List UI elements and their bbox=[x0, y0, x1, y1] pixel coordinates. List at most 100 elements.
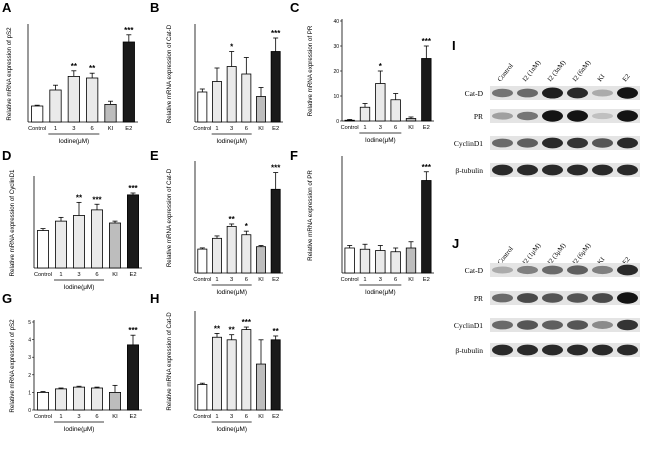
panel-letter: G bbox=[2, 291, 12, 306]
bar bbox=[241, 329, 252, 411]
significance-mark: *** bbox=[271, 164, 281, 173]
bar bbox=[405, 118, 417, 122]
bar bbox=[197, 384, 208, 411]
blot-band bbox=[492, 344, 513, 356]
x-tick-label: Control bbox=[341, 277, 359, 283]
chart-panel-f: F Relative mRNA expression of PR Control 1 3… bbox=[290, 148, 434, 296]
blot-band bbox=[567, 293, 588, 303]
blot-row-label: β-tubulin bbox=[455, 166, 483, 175]
bar bbox=[212, 81, 222, 123]
blot-row-label: Cat-D bbox=[465, 89, 484, 98]
blot-band bbox=[542, 344, 563, 356]
chart-panel-h: H Relative mRNA expression of Cat-D Contro… bbox=[150, 291, 283, 433]
significance-mark: *** bbox=[422, 163, 432, 172]
chart-panel-c: C Relative mRNA expression of PR 0 10 20 30 40… bbox=[290, 0, 434, 144]
blot-band bbox=[542, 137, 563, 149]
blot-band bbox=[492, 112, 513, 120]
lane-label: I2 (1nM) bbox=[522, 59, 543, 83]
blot-band bbox=[617, 264, 638, 276]
bar bbox=[127, 344, 139, 411]
y-tick-label: 1 bbox=[28, 390, 31, 396]
blot-band bbox=[567, 164, 588, 176]
significance-mark: ** bbox=[214, 324, 221, 333]
x-tick-label: 6 bbox=[91, 126, 94, 132]
bar bbox=[256, 96, 266, 123]
blot-band bbox=[517, 164, 538, 176]
significance-mark: *** bbox=[92, 195, 102, 204]
bar bbox=[226, 225, 237, 274]
x-tick-label: 3 bbox=[379, 277, 382, 283]
significance-mark: * bbox=[230, 43, 234, 52]
bar bbox=[421, 180, 432, 274]
bar bbox=[73, 215, 85, 269]
significance-mark: *** bbox=[271, 29, 281, 38]
bar bbox=[37, 391, 49, 411]
x-axis-label: Iodine(μM) bbox=[216, 289, 247, 296]
significance-mark: * bbox=[379, 62, 383, 71]
bar bbox=[86, 77, 99, 123]
x-axis-label: Iodine(μM) bbox=[365, 289, 396, 296]
x-tick-label: E2 bbox=[129, 414, 136, 420]
x-tick-label: KI bbox=[408, 277, 414, 283]
blot-band bbox=[542, 110, 563, 122]
y-tick-label: 30 bbox=[333, 44, 339, 50]
y-axis-label: Relative mRNA expression of pS2 bbox=[9, 319, 16, 413]
blot-band bbox=[592, 344, 613, 356]
panel-letter: J bbox=[452, 236, 459, 251]
significance-mark: ** bbox=[229, 215, 236, 224]
blot-row-label: CyclinD1 bbox=[454, 321, 483, 330]
x-tick-label: 3 bbox=[72, 126, 75, 132]
x-axis-label: Iodine(μM) bbox=[216, 426, 247, 433]
x-tick-label: KI bbox=[258, 414, 264, 420]
blot-band bbox=[592, 321, 613, 329]
x-tick-label: 1 bbox=[215, 277, 218, 283]
x-tick-label: 1 bbox=[363, 125, 366, 131]
blot-band bbox=[492, 164, 513, 176]
blot-band bbox=[567, 344, 588, 356]
x-tick-label: E2 bbox=[423, 125, 430, 131]
blot-band bbox=[567, 320, 588, 330]
x-tick-label: 1 bbox=[54, 126, 57, 132]
x-tick-label: 6 bbox=[394, 125, 397, 131]
blot-band bbox=[542, 265, 563, 275]
blot-row-label: Cat-D bbox=[465, 266, 484, 275]
bar bbox=[37, 230, 49, 269]
bar bbox=[127, 194, 139, 269]
blot-band bbox=[492, 293, 513, 303]
x-axis-label: Iodine(μM) bbox=[216, 138, 247, 145]
bar bbox=[122, 41, 135, 123]
chart-panel-a: A Relative mRNA expression of pS2 Control 1… bbox=[2, 0, 138, 145]
y-axis-label: Relative mRNA expression of PR bbox=[307, 170, 314, 261]
x-tick-label: 3 bbox=[230, 414, 233, 420]
bar bbox=[197, 91, 208, 123]
x-tick-label: 6 bbox=[95, 414, 98, 420]
blot-row-label: CyclinD1 bbox=[454, 139, 483, 148]
x-tick-label: E2 bbox=[423, 277, 430, 283]
x-tick-label: 1 bbox=[363, 277, 366, 283]
lane-label: I2 (3μM) bbox=[547, 242, 568, 266]
x-tick-label: E2 bbox=[272, 414, 279, 420]
bar bbox=[256, 246, 266, 274]
blot-band bbox=[542, 164, 563, 176]
blot-band bbox=[592, 164, 613, 176]
y-axis-label: Relative mRNA expression of Cat-D bbox=[166, 168, 173, 267]
blot-row-label: PR bbox=[474, 294, 483, 303]
bar bbox=[421, 58, 432, 122]
y-axis-label: Relative mRNA expression of CyclinD1 bbox=[9, 169, 16, 277]
significance-mark: *** bbox=[124, 26, 134, 35]
blot-band bbox=[567, 87, 588, 99]
bar bbox=[270, 51, 281, 123]
bar bbox=[241, 234, 252, 274]
bar bbox=[375, 250, 386, 274]
y-tick-label: 0 bbox=[336, 119, 339, 125]
x-tick-label: 6 bbox=[245, 277, 248, 283]
x-axis-label: Iodine(μM) bbox=[365, 137, 396, 144]
lane-label: Control bbox=[497, 62, 515, 83]
lane-label: I2 (1μM) bbox=[522, 242, 543, 266]
panel-letter: E bbox=[150, 148, 159, 163]
significance-mark: *** bbox=[128, 326, 138, 335]
x-tick-label: 3 bbox=[77, 272, 80, 278]
panel-letter: H bbox=[150, 291, 159, 306]
panel-letter: C bbox=[290, 0, 300, 15]
